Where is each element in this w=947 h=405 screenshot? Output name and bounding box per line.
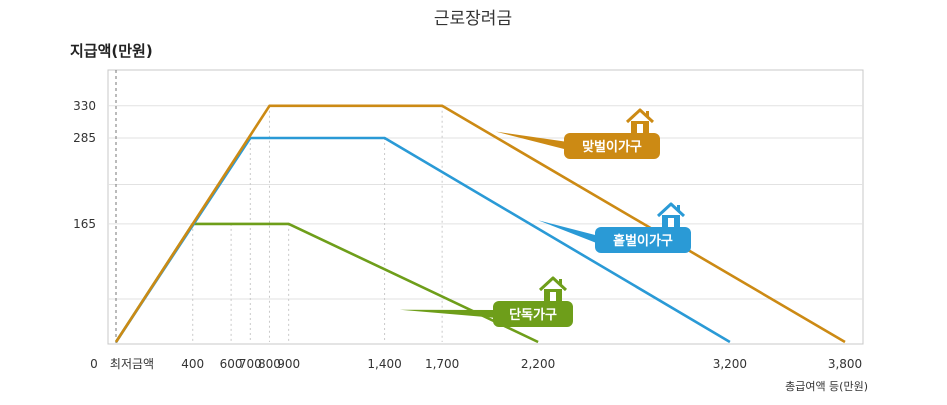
x-min-wage-label: 최저금액 <box>110 357 154 371</box>
series-tag-box-0 <box>564 133 660 159</box>
series-tag-label-1: 홑벌이가구 <box>613 233 673 249</box>
x-origin-label: 0 <box>90 357 98 371</box>
house-icon <box>538 276 568 301</box>
x-tick-label-1: 600 <box>220 357 243 371</box>
y-axis-label: 지급액(만원) <box>70 42 153 60</box>
series-tag-pointer-0 <box>495 131 568 150</box>
x-tick-label-0: 400 <box>181 357 204 371</box>
series-tag-2: 단독가구 <box>399 276 573 327</box>
series-tag-pointer-1 <box>538 220 599 244</box>
x-reference-lines <box>192 105 443 342</box>
x-tick-label-8: 3,200 <box>713 357 747 371</box>
grid <box>108 105 863 300</box>
x-tick-label-2: 700 <box>239 357 262 371</box>
series-tag-box-1 <box>595 227 691 253</box>
series-tag-box-2 <box>493 301 573 327</box>
y-tick-label-1: 285 <box>73 131 96 145</box>
y-tick-label-0: 165 <box>73 217 96 231</box>
x-tick-label-4: 900 <box>277 357 300 371</box>
x-tick-label-3: 800 <box>258 357 281 371</box>
series-group <box>114 104 846 344</box>
y-tick-label-2: 330 <box>73 99 96 113</box>
house-icon <box>625 108 655 133</box>
x-tick-label-5: 1,400 <box>367 357 401 371</box>
series-tag-1: 홑벌이가구 <box>538 202 691 253</box>
x-tick-label-9: 3,800 <box>828 357 862 371</box>
series-tag-pointer-2 <box>399 309 497 318</box>
house-icon <box>656 202 686 227</box>
series-line-0 <box>114 104 846 344</box>
series-tag-label-2: 단독가구 <box>509 307 557 323</box>
y-ticks: 165 285 330 <box>73 99 96 231</box>
series-tag-0: 맞벌이가구 <box>495 108 660 159</box>
plot-frame <box>107 69 864 345</box>
x-tick-label-6: 1,700 <box>425 357 459 371</box>
series-tag-label-0: 맞벌이가구 <box>582 139 642 155</box>
chart-title: 근로장려금 <box>434 9 512 29</box>
x-tick-label-7: 2,200 <box>521 357 555 371</box>
x-axis-label: 총급여액 등(만원) <box>785 380 868 393</box>
